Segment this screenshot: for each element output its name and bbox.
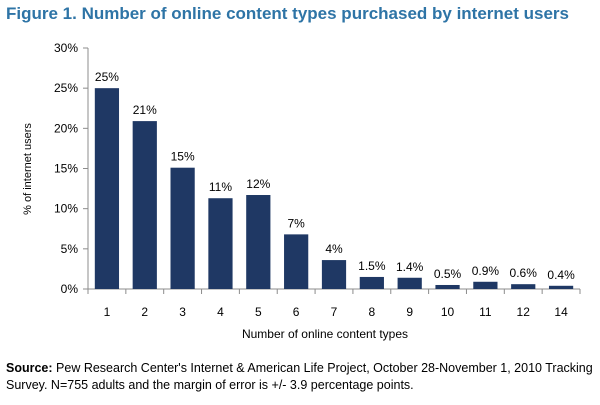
bars: [94, 88, 574, 290]
y-tick-label: 15%: [54, 162, 78, 176]
data-label: 0.9%: [472, 264, 500, 278]
x-tick-label: 5: [255, 305, 262, 319]
x-tick-label: 11: [479, 305, 492, 319]
data-label: 1.5%: [358, 259, 386, 273]
y-axis: 0% 5% 10% 15% 20% 25% 30%: [54, 41, 89, 296]
x-tick-label: 6: [293, 305, 300, 319]
y-tick-label: 30%: [54, 41, 78, 55]
bar: [397, 277, 422, 289]
bar: [208, 198, 233, 289]
x-tick-label: 8: [369, 305, 376, 319]
data-label: 15%: [171, 150, 195, 164]
data-label: 1.4%: [396, 260, 424, 274]
y-tick-label: 5%: [61, 242, 79, 256]
data-label: 12%: [246, 177, 270, 191]
bar: [94, 88, 120, 290]
x-tick-label: 10: [441, 305, 455, 319]
data-label: 25%: [95, 70, 119, 84]
bar: [548, 285, 574, 289]
bar: [473, 281, 498, 289]
data-label: 0.5%: [434, 267, 462, 281]
bar-chart: 0%5%10%15%20%25%30% 1 2 3 4 5 6 7 8 9 10 11 12 14 25…: [22, 41, 581, 341]
x-tick-label: 2: [141, 305, 148, 319]
x-tick-label: 9: [406, 305, 413, 319]
bar: [435, 284, 460, 289]
y-tick-label: 0%: [61, 282, 79, 296]
y-axis-label: % of internet users: [22, 123, 34, 215]
data-labels: 25% 21% 15% 11% 12% 7% 4% 1.5% 1.4% 0.5% 0.9% 0.6% 0…: [95, 70, 575, 282]
x-tick-label: 12: [517, 305, 531, 319]
x-tick-label: 7: [331, 305, 338, 319]
data-label: 0.6%: [510, 266, 538, 280]
source-note: Source: Pew Research Center's Internet &…: [6, 360, 596, 394]
data-label: 0.4%: [547, 268, 575, 282]
data-label: 4%: [325, 242, 343, 256]
y-tick-label: 20%: [54, 121, 78, 135]
bar: [170, 167, 195, 289]
source-text: Pew Research Center's Internet & America…: [6, 361, 593, 392]
y-tick-label: 25%: [54, 81, 78, 95]
bar: [321, 260, 347, 289]
data-label: 21%: [133, 103, 157, 117]
x-axis: 1 2 3 4 5 6 7 8 9 10 11 12 14: [87, 288, 581, 319]
bar: [246, 195, 271, 289]
source-label: Source:: [6, 361, 53, 375]
y-tick-label: 10%: [54, 202, 78, 216]
x-tick-label: 4: [217, 305, 224, 319]
x-tick-label: 3: [179, 305, 186, 319]
bar: [132, 121, 157, 289]
bar: [359, 276, 384, 289]
bar: [284, 234, 309, 289]
chart-title: Figure 1. Number of online content types…: [6, 4, 569, 23]
bar: [511, 284, 536, 289]
data-label: 7%: [287, 216, 305, 230]
x-tick-label: 14: [554, 305, 568, 319]
x-tick-label: 1: [104, 305, 111, 319]
x-axis-label: Number of online content types: [242, 327, 408, 341]
data-label: 11%: [209, 180, 232, 194]
